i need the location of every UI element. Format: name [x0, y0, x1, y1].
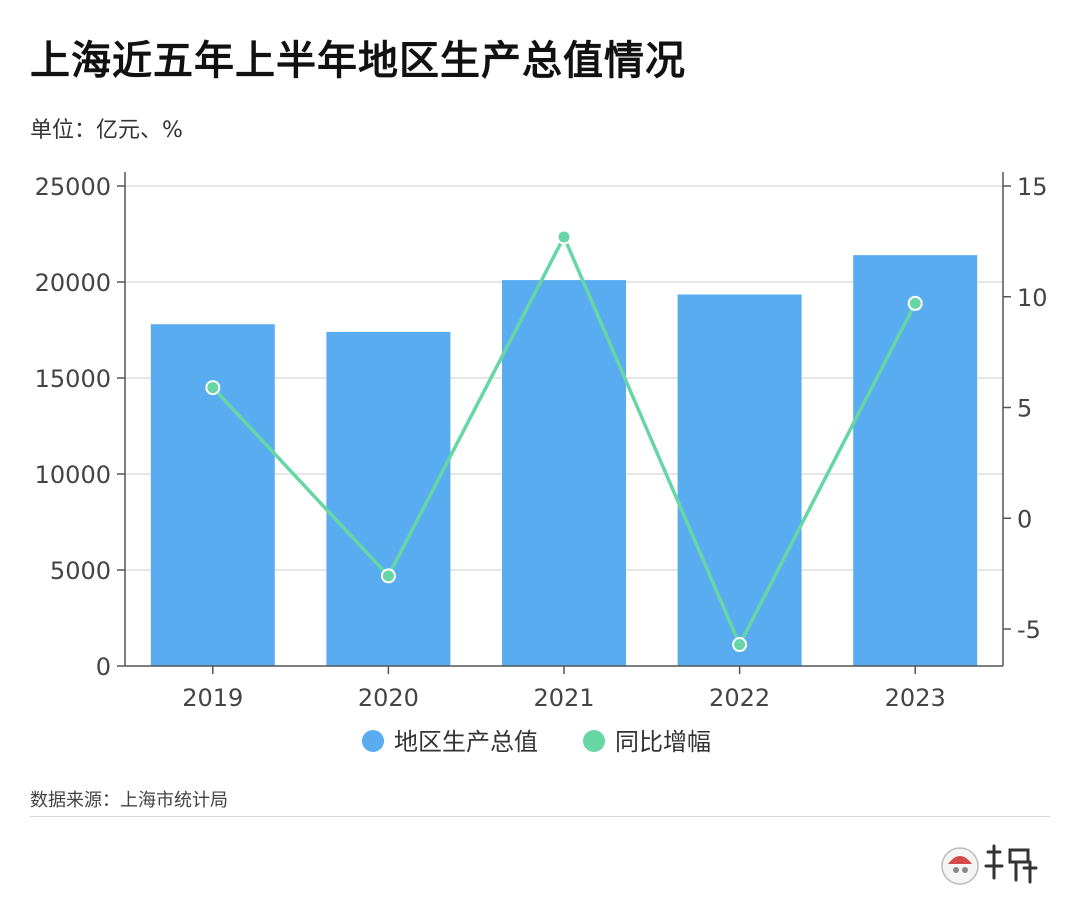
- right-tick-label: 15: [1017, 173, 1048, 201]
- right-tick-label: 10: [1017, 284, 1048, 312]
- x-tick-label: 2020: [358, 684, 419, 712]
- watermark-logo: [941, 844, 1038, 885]
- bar-2023: [853, 255, 978, 666]
- unit-label: 单位：亿元、%: [30, 118, 183, 143]
- left-tick-label: 0: [96, 653, 111, 681]
- right-tick-label: 0: [1017, 505, 1032, 533]
- bar-2022: [677, 294, 802, 666]
- divider: [30, 816, 1050, 817]
- growth-point-2023: [907, 295, 923, 311]
- x-tick-label: 2022: [709, 684, 770, 712]
- legend: 地区生产总值 同比增幅: [362, 728, 711, 756]
- legend-label-gdp: 地区生产总值: [394, 728, 538, 756]
- growth-point-2020: [380, 568, 396, 584]
- left-tick-label: 15000: [35, 365, 111, 393]
- data-source: 数据来源：上海市统计局: [30, 790, 228, 811]
- growth-point-2019: [205, 380, 221, 396]
- left-axis-ticks: 0 5000 10000 15000 20000 25000: [35, 173, 125, 681]
- x-axis-ticks: 2019 2020 2021 2022 2023: [182, 666, 946, 712]
- legend-marker-growth: [583, 730, 605, 752]
- right-tick-label: 5: [1017, 395, 1032, 423]
- line-series: [205, 229, 923, 653]
- bar-2021: [502, 280, 626, 666]
- left-tick-label: 20000: [35, 269, 111, 297]
- x-tick-label: 2023: [885, 684, 946, 712]
- bar-series: [150, 255, 978, 666]
- growth-point-2021: [556, 229, 572, 245]
- left-tick-label: 25000: [35, 173, 111, 201]
- right-tick-label: -5: [1017, 616, 1041, 644]
- chart-title: 上海近五年上半年地区生产总值情况: [30, 38, 686, 84]
- growth-point-2022: [732, 637, 748, 653]
- legend-marker-gdp: [362, 730, 384, 752]
- left-tick-label: 5000: [50, 557, 111, 585]
- bar-2020: [326, 331, 451, 666]
- x-tick-label: 2021: [533, 684, 594, 712]
- right-axis-ticks: -5 0 5 10 15: [1003, 173, 1048, 644]
- x-tick-label: 2019: [182, 684, 243, 712]
- bar-2019: [150, 324, 275, 666]
- left-tick-label: 10000: [35, 461, 111, 489]
- legend-label-growth: 同比增幅: [615, 728, 711, 756]
